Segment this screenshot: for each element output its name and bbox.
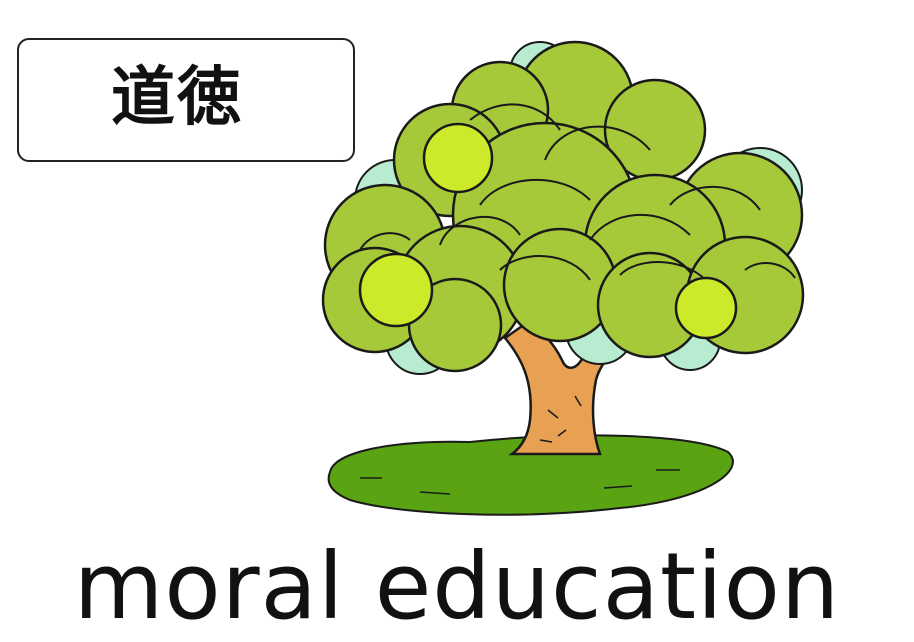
foliage-highlights: [358, 122, 738, 340]
grass-patch: [327, 434, 734, 516]
foliage: [321, 40, 805, 373]
kanji-label-box: 道徳: [17, 38, 355, 162]
tree-icon: [321, 40, 805, 516]
english-caption: moral education: [73, 533, 841, 640]
foliage-lines: [359, 103, 796, 286]
kanji-label: 道徳: [111, 61, 243, 135]
